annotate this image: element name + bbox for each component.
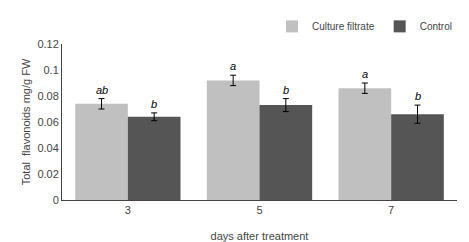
- svg-text:3: 3: [125, 204, 131, 216]
- svg-text:0.04: 0.04: [37, 142, 58, 154]
- svg-text:b: b: [415, 90, 421, 102]
- svg-text:Culture filtrate: Culture filtrate: [312, 21, 375, 32]
- svg-text:days after treatment: days after treatment: [211, 230, 309, 242]
- svg-text:b: b: [283, 84, 289, 96]
- svg-text:b: b: [151, 98, 157, 110]
- svg-text:0.12: 0.12: [37, 38, 58, 50]
- svg-text:0.1: 0.1: [44, 64, 59, 76]
- svg-text:0.02: 0.02: [37, 168, 58, 180]
- svg-text:Control: Control: [420, 21, 452, 32]
- svg-text:0.06: 0.06: [37, 116, 58, 128]
- svg-text:Total flavonoids mg/g FW: Total flavonoids mg/g FW: [20, 58, 32, 185]
- svg-text:5: 5: [256, 204, 262, 216]
- svg-text:a: a: [230, 60, 236, 72]
- svg-text:0: 0: [53, 194, 59, 206]
- svg-text:7: 7: [388, 204, 394, 216]
- svg-text:0.08: 0.08: [37, 90, 58, 102]
- svg-text:a: a: [362, 68, 368, 80]
- svg-text:ab: ab: [96, 84, 108, 96]
